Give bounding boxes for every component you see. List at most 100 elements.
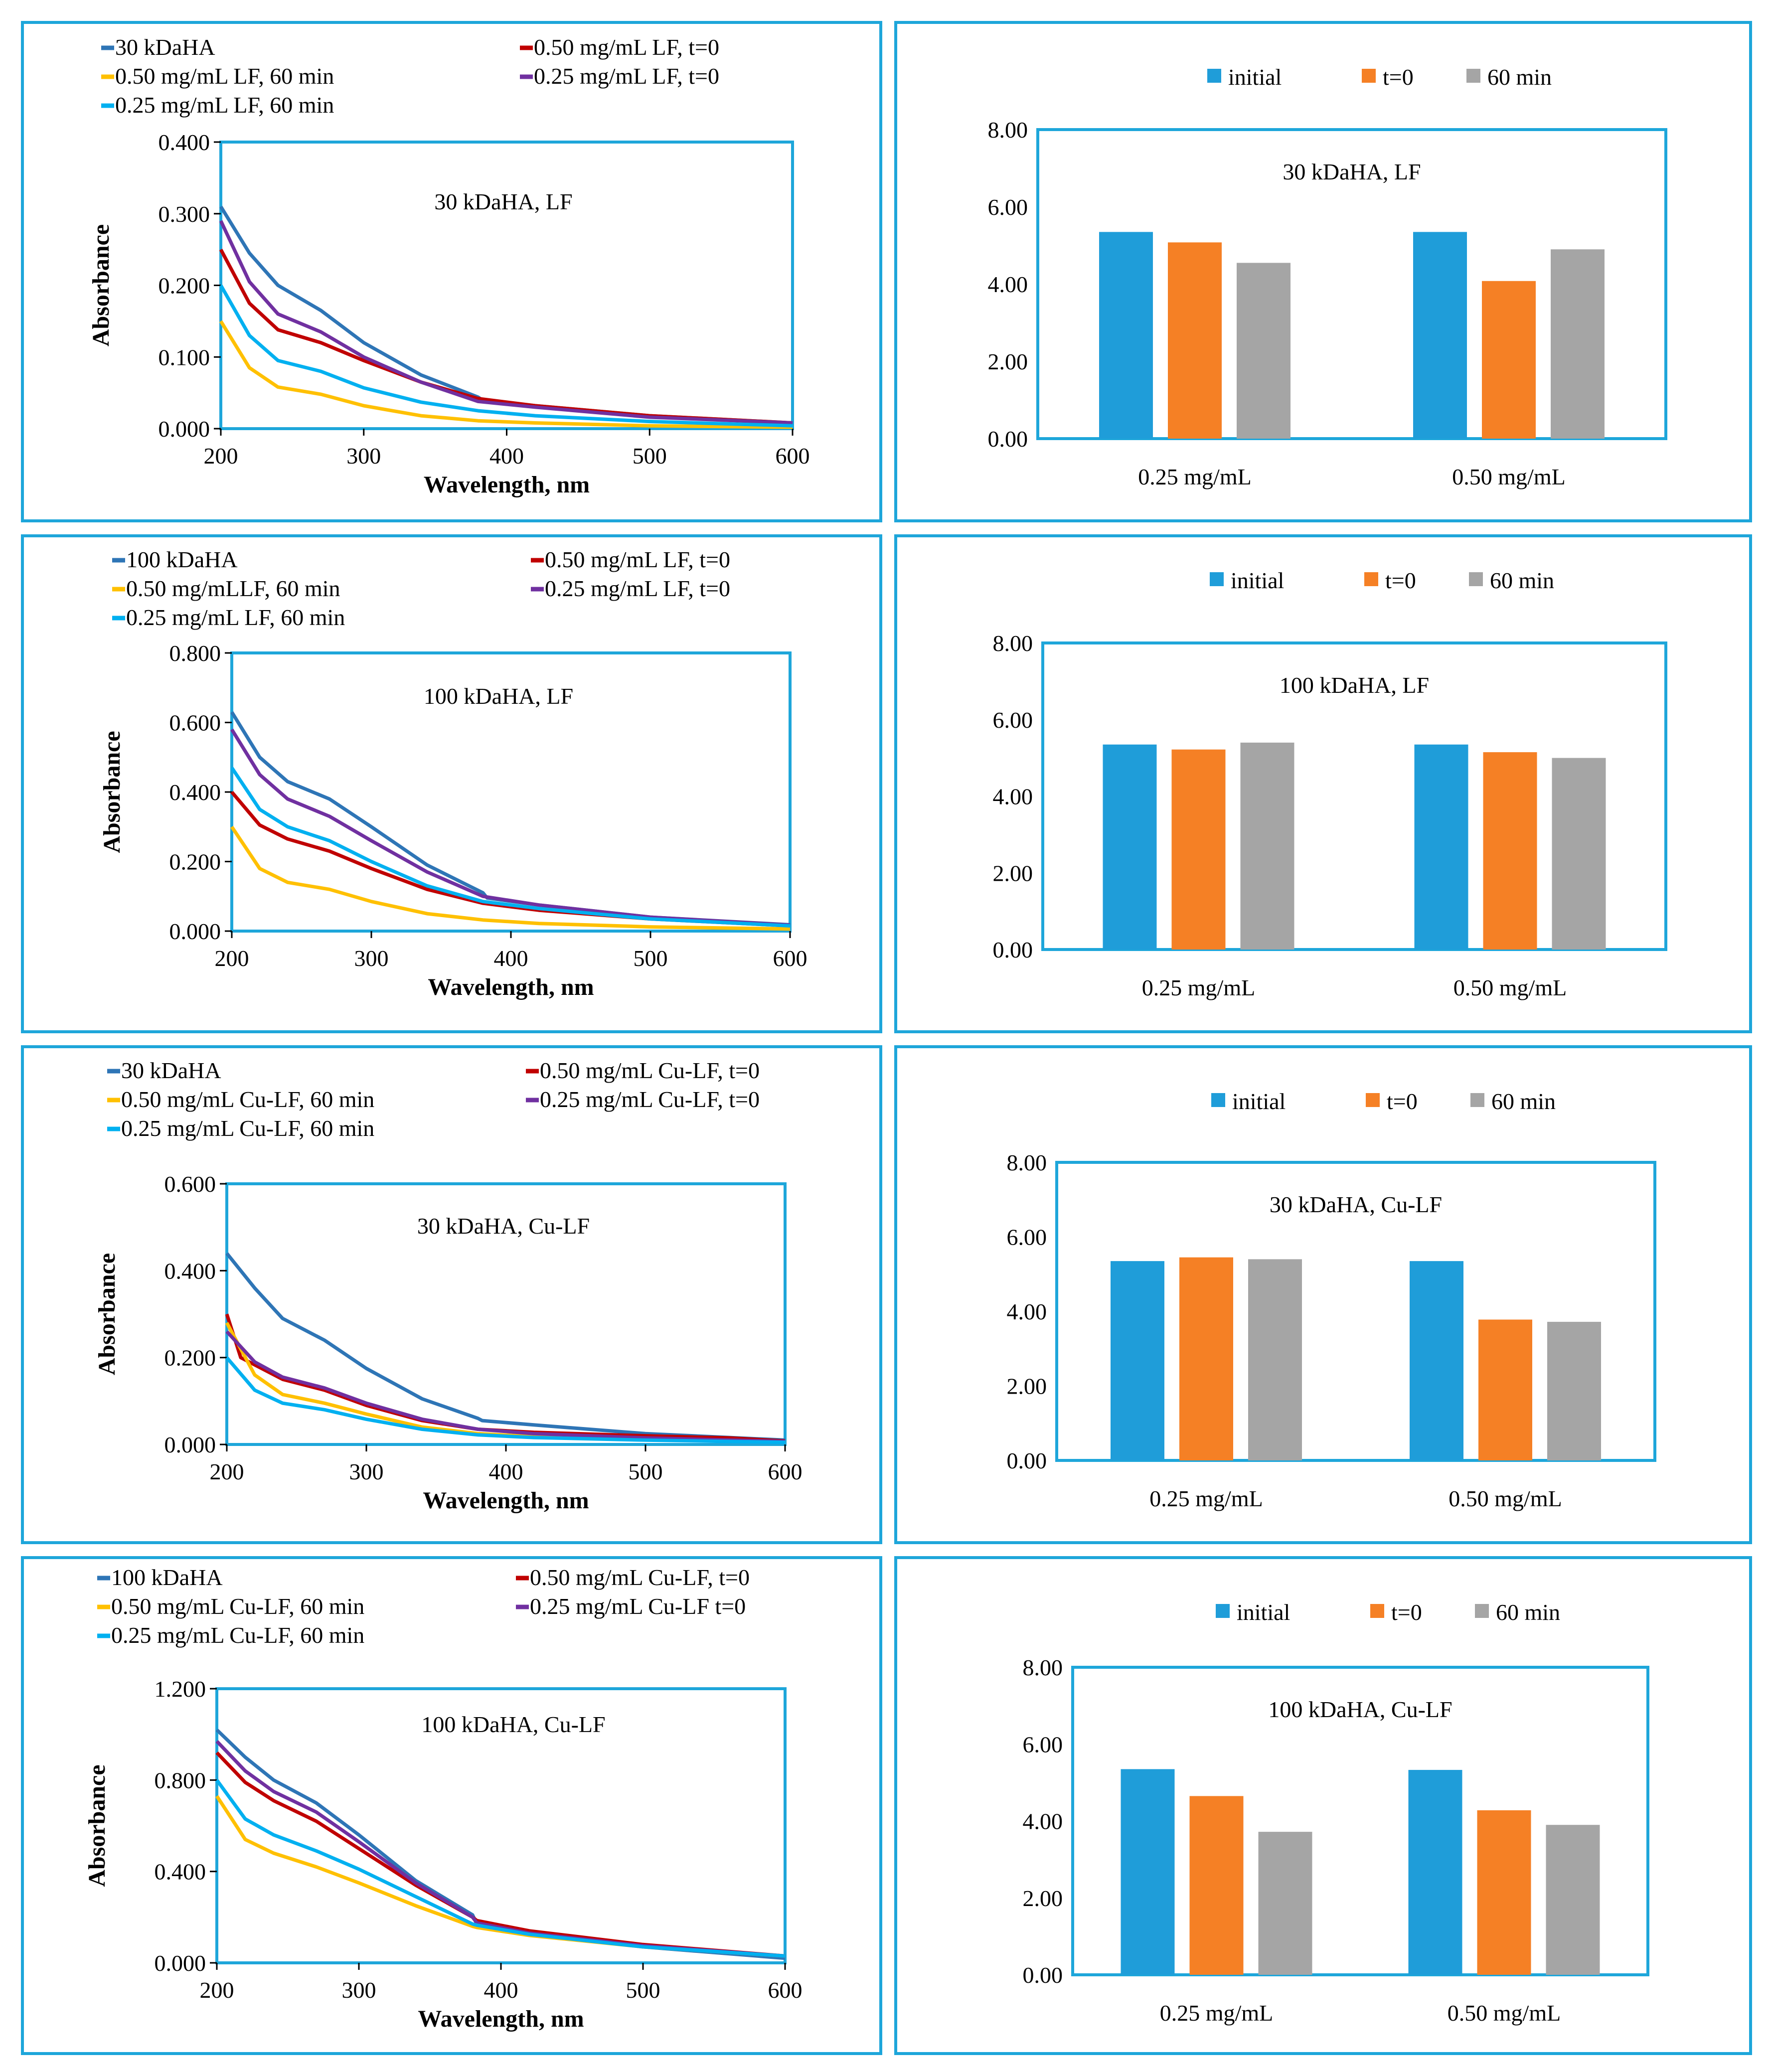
legend-entry: t=0 xyxy=(1391,1599,1422,1625)
panel-frame-left-3 xyxy=(21,1045,882,1544)
legend-marker xyxy=(1216,1604,1230,1618)
legend-entry: 0.25 mg/mL LF, 60 min xyxy=(126,605,345,630)
category-label: 0.50 mg/mL xyxy=(1453,975,1567,1000)
bar-initial-2 xyxy=(1410,1261,1463,1460)
legend-marker xyxy=(1470,1093,1484,1107)
y-tick-label: 8.00 xyxy=(1023,1655,1063,1680)
line-chart-1: 0.000 0.100 0.200 0.300 0.400 200 300 400 500 600… xyxy=(88,34,810,498)
y-tick-label: 0.200 xyxy=(164,1345,216,1371)
bar-chart-2: 0.00 2.00 4.00 6.00 8.00 0.25 mg/mL 0.50 mg/mL… xyxy=(993,568,1667,1000)
x-tick-label: 200 xyxy=(204,443,238,469)
y-tick-label: 4.00 xyxy=(1023,1809,1063,1834)
plot-area xyxy=(1036,128,1667,440)
legend-marker xyxy=(1370,1604,1384,1618)
legend-entry: 0.25 mg/mL Cu-LF, 60 min xyxy=(121,1116,374,1141)
y-tick-label: 2.00 xyxy=(1023,1886,1063,1911)
series-line-3 xyxy=(219,320,793,429)
y-tick-label: 0.100 xyxy=(159,344,210,370)
y-tick-label: 8.00 xyxy=(1007,1150,1047,1175)
line-chart-4: 0.000 0.400 0.800 1.200 200 300 400 500 600 Wavel… xyxy=(84,1565,803,2032)
y-tick-label: 0.200 xyxy=(159,273,210,299)
x-axis-label: Wavelength, nm xyxy=(428,974,594,1000)
bar-initial-2 xyxy=(1413,232,1467,439)
bar-t-0-1 xyxy=(1171,749,1226,950)
legend-entry: 60 min xyxy=(1491,1089,1556,1114)
x-tick-label: 200 xyxy=(200,1977,234,2003)
y-tick-label: 0.800 xyxy=(169,640,221,666)
series-line-3 xyxy=(230,825,791,931)
x-tick-label: 500 xyxy=(629,1459,663,1484)
panel-frame-left-2 xyxy=(21,534,882,1033)
y-tick-label: 6.00 xyxy=(1007,1225,1047,1250)
legend-marker xyxy=(1475,1604,1489,1618)
legend-entry: 0.50 mg/mL Cu-LF, t=0 xyxy=(530,1565,750,1590)
y-tick-label: 0.200 xyxy=(169,849,221,875)
x-tick-label: 300 xyxy=(346,443,381,469)
bar-60-min-1 xyxy=(1258,1832,1312,1975)
y-tick-label: 4.00 xyxy=(988,272,1028,297)
bar-60-min-2 xyxy=(1546,1825,1600,1975)
legend-entry: initial xyxy=(1237,1599,1290,1625)
x-tick-label: 300 xyxy=(342,1977,376,2003)
legend-entry: 0.50 mg/mL LF, 60 min xyxy=(115,63,334,89)
y-tick-label: 2.00 xyxy=(1007,1374,1047,1399)
y-tick-label: 0.00 xyxy=(1007,1448,1047,1473)
y-axis-label: Absorbance xyxy=(88,224,114,346)
x-axis-label: Wavelength, nm xyxy=(424,472,590,498)
y-axis-label: Absorbance xyxy=(94,1253,120,1375)
y-tick-label: 8.00 xyxy=(993,631,1033,656)
legend-marker xyxy=(1211,1093,1225,1107)
series-line-5 xyxy=(225,1356,786,1444)
y-tick-label: 0.000 xyxy=(159,416,210,442)
y-tick-label: 0.000 xyxy=(169,919,221,944)
chart-title: 30 kDaHA, Cu-LF xyxy=(417,1213,590,1239)
legend-entry: t=0 xyxy=(1387,1089,1418,1114)
plot-area xyxy=(1041,641,1667,951)
plot-area xyxy=(1055,1161,1656,1462)
x-tick-label: 400 xyxy=(489,1459,523,1484)
legend-entry: 0.25 mg/mL LF, t=0 xyxy=(545,576,730,601)
bar-chart-1: 0.00 2.00 4.00 6.00 8.00 0.25 mg/mL 0.50 mg/mL… xyxy=(988,64,1667,489)
legend-entry: 30 kDaHA xyxy=(115,34,215,60)
bar-chart-3: 0.00 2.00 4.00 6.00 8.00 0.25 mg/mL 0.50 mg/mL… xyxy=(1007,1089,1656,1511)
bar-t-0-2 xyxy=(1477,1810,1531,1975)
legend-entry: 0.25 mg/mL LF, t=0 xyxy=(534,63,719,89)
series-line-2 xyxy=(215,1751,786,1958)
x-tick-label: 500 xyxy=(626,1977,660,2003)
bar-initial-1 xyxy=(1121,1769,1175,1975)
legend-marker xyxy=(1207,69,1221,83)
legend-marker xyxy=(1210,572,1224,586)
x-axis-label: Wavelength, nm xyxy=(418,2006,584,2032)
y-tick-label: 0.00 xyxy=(988,426,1028,452)
legend-entry: t=0 xyxy=(1385,568,1416,593)
bar-initial-2 xyxy=(1414,744,1468,950)
legend-entry: initial xyxy=(1231,568,1284,593)
series-line-4 xyxy=(225,1330,786,1443)
category-label: 0.25 mg/mL xyxy=(1142,975,1255,1000)
chart-title: 30 kDaHA, LF xyxy=(434,189,572,214)
bar-initial-1 xyxy=(1099,232,1153,439)
y-tick-label: 0.400 xyxy=(159,130,210,155)
y-tick-label: 8.00 xyxy=(988,117,1028,143)
legend-entry: 0.25 mg/mL LF, 60 min xyxy=(115,92,334,118)
y-axis-label: Absorbance xyxy=(99,731,125,853)
legend-entry: 0.50 mg/mLLF, 60 min xyxy=(126,576,340,601)
chart-title: 100 kDaHA, Cu-LF xyxy=(421,1712,605,1737)
y-tick-label: 6.00 xyxy=(988,194,1028,220)
bar-t-0-1 xyxy=(1189,1796,1244,1975)
y-tick-label: 0.400 xyxy=(155,1859,206,1885)
y-tick-label: 4.00 xyxy=(993,784,1033,809)
legend-entry: initial xyxy=(1228,64,1282,90)
bar-60-min-2 xyxy=(1551,249,1605,439)
series-line-5 xyxy=(230,767,791,928)
panel-frame-left-4 xyxy=(21,1556,882,2055)
legend-entry: 0.25 mg/mL Cu-LF, 60 min xyxy=(111,1622,364,1648)
x-tick-label: 300 xyxy=(349,1459,384,1484)
legend-marker xyxy=(1364,572,1378,586)
legend-entry: 0.50 mg/mL Cu-LF, t=0 xyxy=(540,1058,760,1083)
x-tick-label: 400 xyxy=(484,1977,518,2003)
category-label: 0.50 mg/mL xyxy=(1449,1486,1562,1511)
y-tick-label: 0.600 xyxy=(169,710,221,736)
y-tick-label: 0.00 xyxy=(993,937,1033,962)
bar-initial-1 xyxy=(1103,744,1157,950)
